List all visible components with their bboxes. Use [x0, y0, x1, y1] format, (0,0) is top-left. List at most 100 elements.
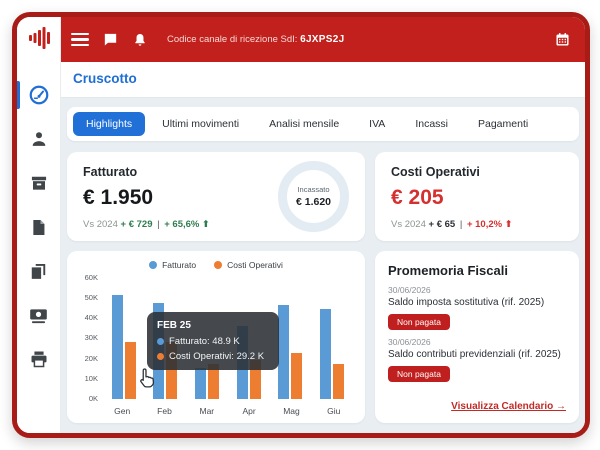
- x-tick: Mag: [283, 406, 300, 416]
- costi-vs-label: Vs 2024: [391, 219, 426, 230]
- tooltip-row: Fatturato: 48.9 K: [157, 336, 269, 347]
- y-tick: 40K: [84, 313, 98, 323]
- fatturato-bar[interactable]: [111, 295, 123, 399]
- document-icon: [29, 218, 48, 237]
- y-tick: 30K: [84, 333, 98, 343]
- bar-group-mag[interactable]: [278, 305, 303, 399]
- sidebar-item-print[interactable]: [17, 337, 61, 381]
- legend-item: Fatturato: [149, 260, 196, 270]
- costi-operativi-bar[interactable]: [208, 364, 220, 399]
- visualizza-calendario-link[interactable]: Visualizza Calendario →: [451, 401, 566, 412]
- fatturato-costi-chart-card: Fatturato Costi Operativi 60K 50K 40K 30K 20K…: [67, 251, 365, 423]
- calendar-icon[interactable]: [554, 31, 571, 48]
- tooltip-title: FEB 25: [157, 320, 191, 331]
- trend-up-icon: ⬆: [202, 219, 210, 230]
- promemoria-label: Saldo contributi previdenziali (rif. 202…: [388, 349, 561, 360]
- fatturato-bar[interactable]: [320, 309, 332, 399]
- gauge-icon: [28, 84, 50, 106]
- fatturato-value: € 1.950: [83, 186, 154, 209]
- costi-operativi-bar[interactable]: [291, 353, 303, 399]
- sidebar-item-documents[interactable]: [17, 205, 61, 249]
- incassato-value: € 1.620: [295, 196, 332, 208]
- sidebar: [17, 17, 61, 433]
- copy-icon: [29, 262, 48, 281]
- fatturato-vs-value: + € 729: [120, 219, 153, 230]
- chart-y-axis: 60K 50K 40K 30K 20K 10K 0K: [79, 273, 103, 403]
- costi-value: € 205: [391, 186, 444, 209]
- x-tick: Gen: [114, 406, 131, 416]
- fatturato-vs-pct: + 65,6%: [164, 219, 200, 230]
- tooltip-row: Costi Operativi: 29.2 K: [157, 351, 269, 362]
- costi-operativi-bar[interactable]: [249, 360, 261, 399]
- status-badge-non-pagata: Non pagata: [388, 314, 450, 330]
- tab-iva[interactable]: IVA: [369, 118, 386, 130]
- promemoria-date: 30/06/2026: [388, 285, 431, 295]
- y-tick: 10K: [84, 373, 98, 383]
- bell-icon[interactable]: [132, 32, 148, 48]
- legend-item: Costi Operativi: [214, 260, 283, 270]
- chat-icon[interactable]: [102, 31, 119, 48]
- chart-tooltip: FEB 25 Fatturato: 48.9 K Costi Operativi:…: [147, 312, 279, 370]
- incassato-ring: Incassato € 1.620: [278, 161, 349, 232]
- bar-group-mar[interactable]: [195, 364, 220, 399]
- x-tick: Feb: [157, 406, 172, 416]
- tab-highlights[interactable]: Highlights: [73, 112, 146, 136]
- dashboard-tabs: Highlights Ultimi movimenti Analisi mensil…: [67, 107, 579, 141]
- printer-icon: [29, 349, 49, 369]
- costi-vs-value: + € 65: [428, 219, 456, 230]
- sidebar-item-contacts[interactable]: [17, 117, 61, 161]
- page-title: Cruscotto: [73, 71, 137, 86]
- banknote-icon: [28, 305, 49, 326]
- sidebar-item-archive[interactable]: [17, 161, 61, 205]
- app-logo-waveform-icon: [27, 26, 51, 55]
- costi-operativi-bar[interactable]: [166, 342, 178, 399]
- sidebar-item-copies[interactable]: [17, 249, 61, 293]
- fatturato-bar[interactable]: [195, 368, 207, 399]
- trend-up-icon: ⬆: [504, 219, 513, 230]
- y-tick: 0K: [88, 393, 98, 403]
- chart-legend: Fatturato Costi Operativi: [77, 260, 355, 270]
- x-tick: Apr: [242, 406, 256, 416]
- chart-x-axis: Gen Feb Mar Apr Mag Giu: [101, 406, 355, 416]
- archive-box-icon: [29, 173, 49, 193]
- fatturato-bar[interactable]: [278, 305, 290, 399]
- mouse-cursor-icon: [137, 367, 159, 394]
- x-tick: Mar: [199, 406, 215, 416]
- y-tick: 50K: [84, 293, 98, 303]
- sdi-code-value: 6JXPS2J: [300, 34, 345, 45]
- promemoria-date: 30/06/2026: [388, 337, 431, 347]
- costi-operativi-card: Costi Operativi € 205 Vs 2024 + € 65 | +…: [375, 152, 579, 241]
- sidebar-item-payments[interactable]: [17, 293, 61, 337]
- fatturato-vs-label: Vs 2024: [83, 219, 118, 230]
- costi-operativi-bar[interactable]: [333, 364, 345, 399]
- promemoria-title: Promemoria Fiscali: [388, 263, 508, 278]
- fatturato-title: Fatturato: [83, 165, 138, 179]
- person-icon: [29, 129, 49, 149]
- promemoria-fiscali-card: Promemoria Fiscali 30/06/2026 Saldo impo…: [375, 251, 579, 423]
- costi-vs-pct: + 10,2%: [466, 219, 503, 230]
- fatturato-card: Fatturato € 1.950 Vs 2024 + € 729 | + 65…: [67, 152, 365, 241]
- promemoria-label: Saldo imposta sostitutiva (rif. 2025): [388, 297, 545, 308]
- status-badge-non-pagata: Non pagata: [388, 366, 450, 382]
- app-window: Codice canale di ricezione SdI: 6JXPS2J: [12, 12, 590, 438]
- tab-analisi-mensile[interactable]: Analisi mensile: [269, 118, 340, 130]
- promemoria-item: 30/06/2026 Saldo contributi previdenzial…: [388, 337, 566, 389]
- sidebar-item-dashboard[interactable]: [17, 73, 61, 117]
- y-tick: 60K: [84, 273, 98, 282]
- bar-group-giu[interactable]: [320, 309, 345, 399]
- dashboard-content: Cruscotto Highlights Ultimi movimenti Anal…: [61, 62, 585, 433]
- tab-ultimi-movimenti[interactable]: Ultimi movimenti: [162, 118, 240, 130]
- sdi-code-label: Codice canale di ricezione SdI: 6JXPS2J: [167, 34, 345, 45]
- hamburger-menu-icon[interactable]: [71, 30, 89, 49]
- incassato-label: Incassato: [297, 185, 330, 194]
- tab-pagamenti[interactable]: Pagamenti: [478, 118, 529, 130]
- costi-operativi-bar[interactable]: [124, 342, 136, 399]
- x-tick: Giu: [327, 406, 341, 416]
- fatturato-vs-row: Vs 2024 + € 729 | + 65,6% ⬆: [83, 219, 210, 230]
- costi-vs-row: Vs 2024 + € 65 | + 10,2% ⬆: [391, 219, 513, 230]
- y-tick: 20K: [84, 353, 98, 363]
- costi-title: Costi Operativi: [391, 165, 480, 179]
- tab-incassi[interactable]: Incassi: [415, 118, 448, 130]
- promemoria-item: 30/06/2026 Saldo imposta sostitutiva (ri…: [388, 285, 566, 337]
- bar-group-gen[interactable]: [111, 295, 136, 399]
